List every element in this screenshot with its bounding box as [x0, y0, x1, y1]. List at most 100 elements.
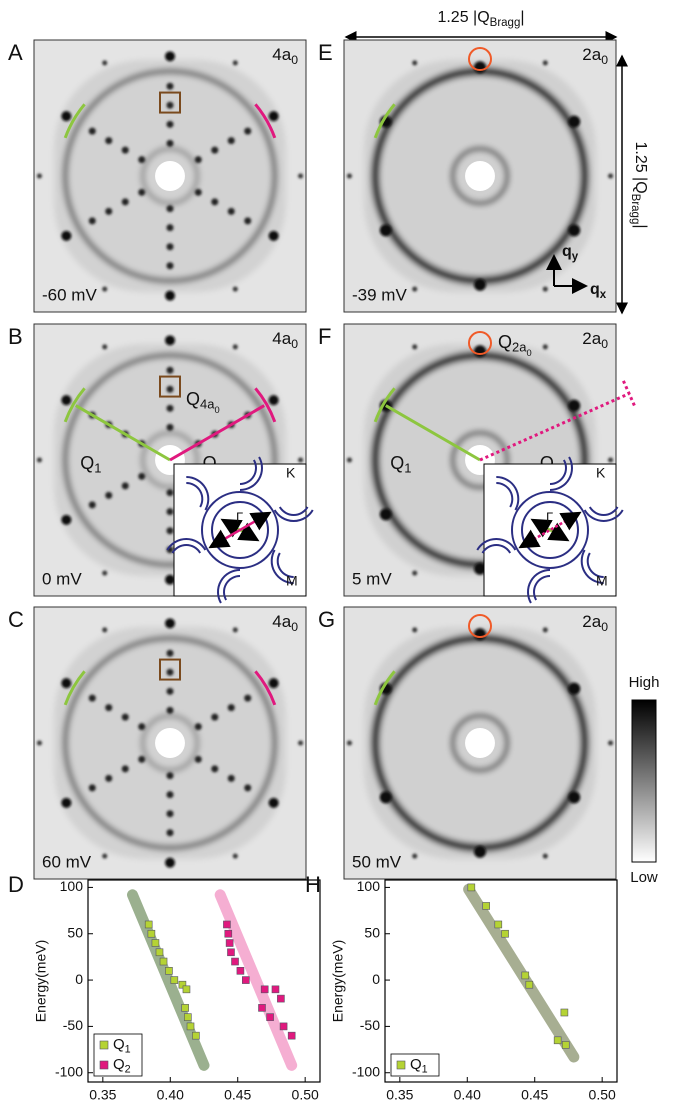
- point: [144, 920, 153, 929]
- cdw-label: Q2a0: [498, 332, 532, 359]
- fs-arc: [580, 549, 604, 584]
- q1-arc: [63, 387, 86, 423]
- outer-spot: [102, 570, 108, 576]
- panel-letter: A: [8, 40, 23, 65]
- q2-arc: [254, 103, 277, 139]
- x-tick-label: 0.50: [589, 1087, 616, 1103]
- inset-m: M: [596, 573, 608, 589]
- q2-arc: [254, 387, 277, 423]
- stm-spot: [121, 482, 129, 490]
- scale-label-part: |: [520, 9, 524, 26]
- panel-letter: E: [318, 40, 333, 65]
- stm-spot: [88, 501, 96, 509]
- bragg-spot: [474, 628, 486, 641]
- panel-letter: B: [8, 324, 23, 349]
- legend-swatch: [99, 1040, 109, 1050]
- bragg-spot: [568, 791, 581, 804]
- period-label-part: 2a: [582, 45, 601, 64]
- point: [287, 1031, 296, 1040]
- x-tick-label: 0.35: [89, 1087, 116, 1103]
- x-axis-label-part: q/Q: [178, 1107, 201, 1110]
- outer-spot: [542, 60, 548, 66]
- outer-spot: [232, 627, 238, 633]
- qy-label-part: y: [572, 251, 579, 263]
- outer-spot: [412, 286, 418, 292]
- fs-arc: [223, 575, 241, 601]
- y-axis-label: Energy(meV): [33, 940, 49, 1022]
- scale-label-part: Bragg: [490, 17, 521, 29]
- legend-label-part: Q: [113, 1036, 125, 1053]
- point: [482, 902, 490, 910]
- cdw-square: [159, 375, 181, 398]
- point: [184, 1013, 192, 1021]
- legend-label-part: 1: [422, 1063, 428, 1075]
- fs-arc: [217, 569, 241, 604]
- fs-arc: [549, 456, 573, 491]
- cdw-label-part: 0: [214, 405, 219, 415]
- outer-spot: [36, 457, 42, 463]
- cdw-label-part: Q: [498, 332, 512, 352]
- stm-spot: [105, 774, 113, 782]
- point: [147, 929, 156, 938]
- outer-spot: [346, 173, 352, 179]
- stm-spot: [121, 146, 129, 154]
- stm-spot: [138, 755, 146, 763]
- stm-spots: [36, 618, 304, 868]
- outer-spot: [102, 853, 108, 859]
- fit-band: [127, 889, 210, 1071]
- qy-label: qy: [562, 243, 579, 263]
- bias-label: 50 mV: [352, 852, 402, 871]
- qy-label-part: q: [562, 243, 572, 260]
- fs-arc: [533, 575, 551, 601]
- scale-label-vertical-part: |: [632, 224, 649, 228]
- q1-label-part: 1: [404, 461, 411, 476]
- bragg-spot: [379, 224, 392, 237]
- point: [159, 957, 168, 966]
- outer-spot: [608, 457, 614, 463]
- fs-arc: [166, 538, 207, 551]
- outer-spot: [542, 344, 548, 350]
- stm-spot: [166, 810, 174, 818]
- bragg-spot: [61, 678, 72, 689]
- bragg-spot: [165, 574, 175, 585]
- point: [170, 976, 179, 984]
- bragg-spot: [268, 111, 279, 122]
- point: [192, 1031, 200, 1040]
- inset-k: K: [286, 465, 296, 481]
- x-tick-label: 0.50: [292, 1087, 319, 1103]
- stm-spot: [121, 713, 129, 721]
- outer-spot: [232, 344, 238, 350]
- plot-frame: [87, 879, 321, 1083]
- legend-swatch: [99, 1060, 109, 1070]
- plot-frame: [384, 879, 618, 1083]
- bragg-spot: [61, 395, 72, 406]
- stm-inner-ring: [140, 430, 200, 490]
- period-label-part: 2a: [582, 612, 601, 631]
- stm-spot: [166, 366, 174, 374]
- fs-arc: [481, 544, 512, 554]
- stm-spot: [105, 704, 113, 712]
- center-hole: [155, 728, 185, 758]
- stm-spot: [105, 137, 113, 145]
- bragg-spot: [268, 797, 279, 808]
- y-tick-label: 50: [67, 924, 83, 940]
- y-tick-label: 50: [364, 924, 380, 940]
- stm-spot: [138, 472, 146, 480]
- period-label-part: 0: [291, 620, 298, 634]
- outer-spot: [346, 457, 352, 463]
- center-hole: [465, 728, 495, 758]
- point: [258, 1004, 266, 1012]
- outer-spot: [412, 853, 418, 859]
- fs-circle: [511, 491, 589, 569]
- y-tick-label: -50: [360, 1017, 380, 1033]
- q1-arc: [63, 670, 86, 706]
- legend: [390, 1053, 440, 1077]
- y-tick-label: 0: [75, 971, 83, 987]
- legend-label-part: Q: [410, 1056, 422, 1073]
- stm-spot: [166, 489, 174, 497]
- bragg-spot: [61, 797, 72, 808]
- point: [227, 948, 235, 957]
- bragg-spot: [268, 230, 279, 241]
- point: [231, 957, 239, 966]
- bragg-spot: [474, 845, 486, 858]
